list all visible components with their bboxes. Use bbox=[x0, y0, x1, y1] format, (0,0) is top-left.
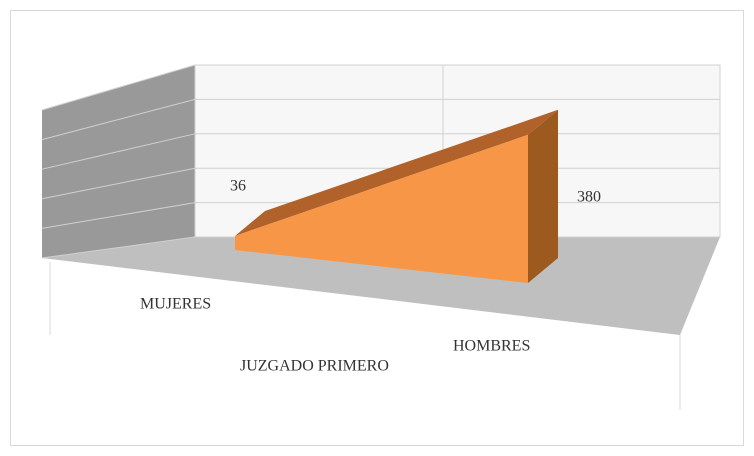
left-wall bbox=[42, 65, 195, 258]
area-front bbox=[235, 134, 528, 283]
x-tick-label: HOMBRES bbox=[453, 338, 530, 355]
data-label: 380 bbox=[577, 189, 601, 206]
area-top bbox=[235, 109, 558, 236]
grid-line bbox=[41, 64, 196, 111]
grid-line bbox=[41, 133, 196, 170]
x-tick-label: MUJERES bbox=[140, 296, 211, 313]
grid-line bbox=[41, 98, 196, 141]
area-side bbox=[528, 109, 558, 283]
grid-line bbox=[41, 167, 196, 200]
grid-line bbox=[41, 202, 196, 229]
legend-label: JUZGADO PRIMERO bbox=[240, 358, 389, 375]
grid-line bbox=[41, 236, 196, 259]
data-label: 36 bbox=[230, 178, 246, 195]
